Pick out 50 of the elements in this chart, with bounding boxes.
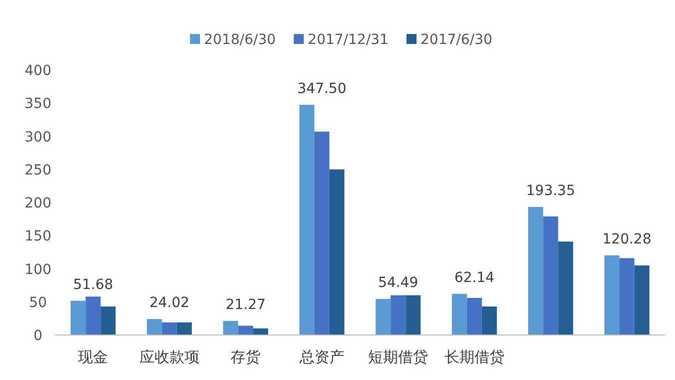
bar	[619, 258, 634, 335]
data-label: 21.27	[226, 296, 266, 313]
bar	[223, 320, 238, 335]
data-label: 347.50	[297, 80, 346, 97]
legend-label: 2018/6/30	[204, 32, 276, 48]
x-tick-label: 短期借贷	[368, 348, 428, 366]
bar	[466, 298, 482, 335]
x-tick-label: 总资产	[298, 348, 344, 366]
x-tick-label: 现金	[78, 348, 108, 366]
bar	[406, 295, 421, 335]
x-tick-label: 存货	[230, 348, 261, 366]
bar	[390, 295, 406, 335]
data-label: 24.02	[149, 295, 190, 312]
bar	[558, 242, 574, 335]
y-tick-label: 100	[24, 262, 52, 278]
bar	[482, 306, 497, 335]
bar	[543, 216, 558, 335]
bar	[376, 298, 391, 335]
data-label: 120.28	[602, 231, 652, 248]
y-tick-label: 50	[29, 294, 47, 311]
bar	[176, 322, 192, 335]
bar	[452, 294, 467, 335]
y-tick-label: 0	[34, 328, 42, 344]
bar	[528, 206, 544, 335]
data-label: 62.14	[454, 270, 494, 286]
bar	[100, 306, 116, 335]
y-tick-label: 400	[24, 63, 52, 79]
bar	[146, 319, 162, 335]
x-tick-label: 应收款项	[139, 348, 200, 366]
bar	[86, 296, 101, 335]
legend-label: 2017/12/31	[308, 32, 388, 48]
bar	[299, 104, 314, 335]
bar	[604, 255, 620, 335]
bar	[634, 265, 650, 335]
y-tick-label: 250	[24, 162, 52, 178]
y-tick-label: 300	[24, 129, 52, 146]
y-tick-label: 200	[24, 196, 52, 212]
x-tick-label: 长期借贷	[444, 348, 504, 366]
bar	[329, 169, 344, 335]
data-label: 51.68	[73, 276, 114, 293]
data-label: 193.35	[526, 182, 576, 199]
data-label: 54.49	[378, 274, 418, 291]
y-tick-label: 350	[24, 96, 52, 112]
bar	[314, 132, 330, 335]
bar	[238, 326, 254, 335]
y-tick-label: 150	[24, 228, 52, 245]
bar	[253, 328, 268, 335]
bar	[162, 322, 177, 335]
legend-label: 2017/6/30	[420, 32, 492, 48]
bar	[70, 300, 86, 335]
